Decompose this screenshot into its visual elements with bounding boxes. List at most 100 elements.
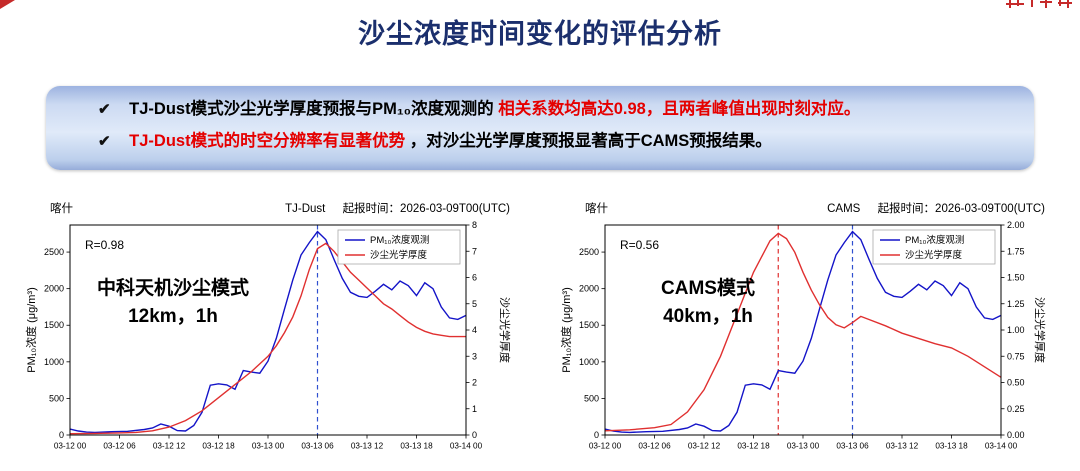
chart-cams-plot-area: 03-12 00 03-12 06 03-12 12 03-12 18 03-13 00… xyxy=(555,217,1055,467)
series-line-1 xyxy=(69,242,466,435)
check-icon: ✔ xyxy=(98,101,111,118)
top-right-text-fragment xyxy=(1006,0,1072,8)
svg-text:03-12 00: 03-12 00 xyxy=(54,442,87,451)
chart-tjdust-plot-area: 03-12 00 03-12 06 03-12 12 03-12 18 03-13 00… xyxy=(20,217,520,467)
svg-text:03-12 06: 03-12 06 xyxy=(103,442,136,451)
bullet-1: ✔ TJ-Dust模式沙尘光学厚度预报与PM₁₀浓度观测的 相关系数均高达0.9… xyxy=(98,100,1034,119)
svg-text:500: 500 xyxy=(49,393,64,403)
svg-text:0: 0 xyxy=(594,430,599,440)
station-label: 喀什 xyxy=(585,203,608,215)
svg-text:03-12 18: 03-12 18 xyxy=(737,442,770,451)
chart-cams-run-info: CAMS 起报时间：2026-03-09T00(UTC) xyxy=(827,200,1045,216)
model-label: CAMS xyxy=(827,203,861,215)
svg-text:8: 8 xyxy=(472,220,477,230)
svg-text:1.00: 1.00 xyxy=(1007,325,1025,335)
station-label: 喀什 xyxy=(50,203,73,215)
svg-text:0: 0 xyxy=(59,430,64,440)
model-annotation: CAMS模式 40km，1h xyxy=(597,275,819,330)
svg-text:03-13 06: 03-13 06 xyxy=(301,442,334,451)
series-line-0 xyxy=(69,230,467,434)
chart-cams: 喀什 CAMS 起报时间：2026-03-09T00(UTC) 03-12 00… xyxy=(555,200,1055,470)
series-line-1 xyxy=(604,232,1002,432)
svg-text:1.25: 1.25 xyxy=(1007,299,1025,309)
annotation-line-2: 40km，1h xyxy=(663,305,753,327)
right-axis-label: 沙尘光学厚度 xyxy=(498,297,510,363)
bullet-1-text-black: TJ-Dust模式沙尘光学厚度预报与PM₁₀浓度观测的 xyxy=(129,100,494,118)
svg-text:PM₁₀浓度观测: PM₁₀浓度观测 xyxy=(905,234,964,246)
svg-text:0.00: 0.00 xyxy=(1007,430,1025,440)
svg-text:0.50: 0.50 xyxy=(1007,378,1025,388)
line-chart-svg: 03-12 00 03-12 06 03-12 12 03-12 18 03-13 00… xyxy=(44,220,483,451)
svg-text:PM₁₀浓度观测: PM₁₀浓度观测 xyxy=(370,234,429,246)
bullet-2-text-black: ，对沙尘光学厚度预报显著高于CAMS预报结果。 xyxy=(409,131,772,150)
svg-text:1.75: 1.75 xyxy=(1007,246,1025,256)
legend-box xyxy=(337,229,461,265)
svg-text:500: 500 xyxy=(584,393,599,403)
svg-text:2000: 2000 xyxy=(44,284,64,294)
bullet-2: ✔ TJ-Dust模式的时空分辨率有显著优势 ，对沙尘光学厚度预报显著高于CAM… xyxy=(98,132,1034,151)
init-time-label: 起报时间：2026-03-09T00(UTC) xyxy=(342,203,510,215)
annotation-line-1: CAMS模式 xyxy=(661,278,755,299)
svg-text:0: 0 xyxy=(472,430,477,440)
model-label: TJ-Dust xyxy=(285,203,326,215)
svg-text:0.75: 0.75 xyxy=(1007,351,1025,361)
svg-text:03-13 12: 03-13 12 xyxy=(351,442,384,451)
top-left-logo-fragment xyxy=(0,0,15,9)
r-value-label: R=0.56 xyxy=(620,238,659,252)
r-value-label: R=0.98 xyxy=(85,238,124,252)
svg-text:1500: 1500 xyxy=(579,320,599,330)
svg-text:2000: 2000 xyxy=(579,284,599,294)
svg-text:03-13 06: 03-13 06 xyxy=(836,442,869,451)
annotation-line-1: 中科天机沙尘模式 xyxy=(96,278,249,299)
model-annotation: 中科天机沙尘模式 12km，1h xyxy=(62,275,284,330)
right-axis-label: 沙尘光学厚度 xyxy=(1033,297,1045,363)
svg-text:03-12 00: 03-12 00 xyxy=(589,442,622,451)
line-chart-svg: 03-12 00 03-12 06 03-12 12 03-12 18 03-13 00… xyxy=(579,220,1025,451)
svg-text:03-14 00: 03-14 00 xyxy=(985,442,1018,451)
series-line-0 xyxy=(604,230,1002,434)
svg-text:03-12 18: 03-12 18 xyxy=(202,442,235,451)
svg-text:4: 4 xyxy=(472,325,477,335)
page-title: 沙尘浓度时间变化的评估分析 xyxy=(358,19,722,49)
svg-text:03-13 00: 03-13 00 xyxy=(787,442,820,451)
bullet-1-text-red: 相关系数均高达0.98，且两者峰值出现时刻对应。 xyxy=(498,100,861,118)
svg-text:03-13 00: 03-13 00 xyxy=(252,442,285,451)
annotation-line-2: 12km，1h xyxy=(128,305,218,327)
summary-box: ✔ TJ-Dust模式沙尘光学厚度预报与PM₁₀浓度观测的 相关系数均高达0.9… xyxy=(46,86,1034,170)
svg-text:沙尘光学厚度: 沙尘光学厚度 xyxy=(370,249,428,261)
init-time-label: 起报时间：2026-03-09T00(UTC) xyxy=(877,203,1045,215)
svg-text:2500: 2500 xyxy=(44,247,64,257)
svg-text:1500: 1500 xyxy=(44,320,64,330)
legend-box xyxy=(872,229,996,265)
svg-text:2.00: 2.00 xyxy=(1007,220,1025,230)
tjdust-line-plot: 03-12 00 03-12 06 03-12 12 03-12 18 03-13 00… xyxy=(20,217,520,470)
svg-text:2500: 2500 xyxy=(579,247,599,257)
svg-text:1000: 1000 xyxy=(579,357,599,367)
svg-text:03-13 18: 03-13 18 xyxy=(400,442,433,451)
svg-text:1000: 1000 xyxy=(44,357,64,367)
chart-tjdust: 喀什 TJ-Dust 起报时间：2026-03-09T00(UTC) 03-12… xyxy=(20,200,520,470)
left-axis-label: PM₁₀浓度 (μg/m³) xyxy=(26,287,38,373)
bullet-2-text-red: TJ-Dust模式的时空分辨率有显著优势 xyxy=(129,131,406,150)
svg-text:2: 2 xyxy=(472,378,477,388)
chart-tjdust-header: 喀什 TJ-Dust 起报时间：2026-03-09T00(UTC) xyxy=(20,200,520,217)
chart-cams-header: 喀什 CAMS 起报时间：2026-03-09T00(UTC) xyxy=(555,200,1055,217)
svg-text:6: 6 xyxy=(472,273,477,283)
svg-text:03-13 12: 03-13 12 xyxy=(886,442,919,451)
svg-text:03-12 12: 03-12 12 xyxy=(688,442,721,451)
svg-text:03-14 00: 03-14 00 xyxy=(450,442,483,451)
svg-text:1.50: 1.50 xyxy=(1007,273,1025,283)
svg-text:03-12 06: 03-12 06 xyxy=(638,442,671,451)
svg-text:03-13 18: 03-13 18 xyxy=(935,442,968,451)
svg-text:沙尘光学厚度: 沙尘光学厚度 xyxy=(905,249,963,261)
cams-line-plot: 03-12 00 03-12 06 03-12 12 03-12 18 03-13 00… xyxy=(555,217,1055,470)
svg-text:5: 5 xyxy=(472,299,477,309)
svg-text:1: 1 xyxy=(472,404,477,414)
check-icon: ✔ xyxy=(98,132,111,150)
svg-text:03-12 12: 03-12 12 xyxy=(153,442,186,451)
svg-text:0.25: 0.25 xyxy=(1007,404,1025,414)
svg-text:7: 7 xyxy=(472,246,477,256)
svg-text:3: 3 xyxy=(472,351,477,361)
left-axis-label: PM₁₀浓度 (μg/m³) xyxy=(561,287,573,373)
